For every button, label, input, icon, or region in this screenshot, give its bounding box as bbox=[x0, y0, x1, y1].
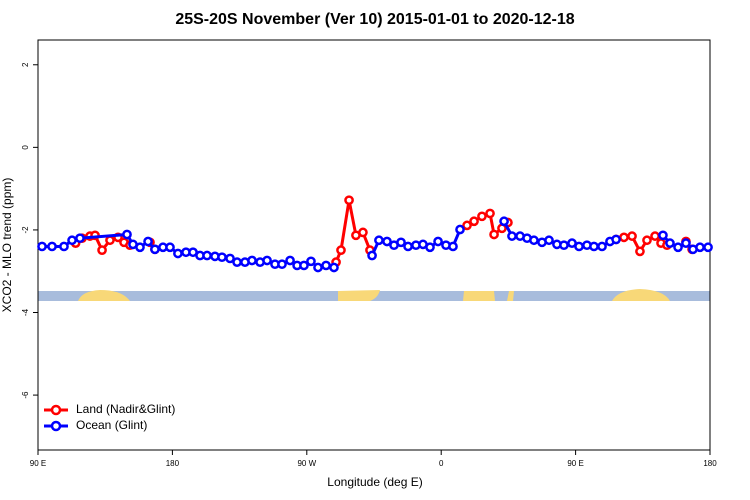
point bbox=[499, 216, 509, 227]
point bbox=[673, 242, 683, 253]
series-line bbox=[74, 199, 694, 263]
y-tick-label: 0 bbox=[21, 145, 30, 150]
x-tick-label: 90 W bbox=[297, 459, 316, 468]
point bbox=[627, 231, 637, 241]
point bbox=[299, 260, 309, 271]
legend-label: Land (Nadir&Glint) bbox=[76, 402, 175, 416]
point bbox=[650, 231, 660, 241]
point bbox=[448, 241, 458, 252]
point bbox=[329, 262, 339, 273]
point bbox=[635, 246, 645, 257]
point bbox=[336, 245, 346, 256]
point bbox=[321, 260, 331, 271]
x-tick-label: 180 bbox=[166, 459, 180, 468]
point bbox=[202, 250, 212, 261]
point bbox=[135, 242, 145, 253]
x-tick-label: 90 E bbox=[30, 459, 46, 468]
y-tick-label: -4 bbox=[21, 308, 30, 316]
point bbox=[489, 229, 499, 240]
point bbox=[403, 241, 413, 252]
point bbox=[37, 241, 47, 252]
land-shape bbox=[78, 290, 130, 301]
legend-marker bbox=[50, 404, 62, 416]
point bbox=[681, 238, 691, 248]
land-ocean-strip bbox=[38, 289, 710, 301]
legend-label: Ocean (Glint) bbox=[76, 418, 147, 432]
point bbox=[695, 242, 705, 253]
point bbox=[477, 211, 487, 222]
point bbox=[559, 240, 569, 251]
point bbox=[262, 255, 272, 266]
point bbox=[507, 231, 517, 241]
point bbox=[358, 227, 368, 238]
x-tick-label: 0 bbox=[439, 459, 444, 468]
y-axis-label: XCO2 - MLO trend (ppm) bbox=[0, 178, 14, 313]
point bbox=[122, 229, 132, 240]
point bbox=[277, 259, 287, 270]
point bbox=[150, 244, 160, 255]
point bbox=[485, 208, 495, 219]
y-tick-label: 2 bbox=[21, 62, 30, 67]
land-shape bbox=[612, 289, 670, 301]
point bbox=[97, 245, 107, 256]
point bbox=[665, 238, 675, 248]
point bbox=[67, 235, 77, 246]
land-shape bbox=[338, 290, 380, 301]
legend-marker bbox=[50, 420, 62, 432]
point bbox=[455, 224, 465, 235]
point bbox=[396, 237, 406, 248]
point bbox=[217, 252, 227, 263]
point bbox=[225, 253, 235, 264]
point bbox=[469, 216, 479, 227]
point bbox=[658, 230, 668, 241]
point bbox=[382, 236, 392, 247]
point bbox=[529, 235, 539, 246]
point bbox=[105, 235, 115, 246]
point bbox=[589, 241, 599, 252]
point bbox=[173, 248, 183, 259]
point bbox=[374, 235, 384, 246]
x-tick-label: 90 E bbox=[567, 459, 583, 468]
point bbox=[462, 220, 472, 231]
point bbox=[306, 256, 316, 267]
point bbox=[59, 241, 69, 252]
point bbox=[703, 242, 713, 253]
point bbox=[597, 241, 607, 252]
point bbox=[143, 236, 153, 247]
point bbox=[367, 250, 377, 261]
point bbox=[165, 242, 175, 253]
y-tick-label: -2 bbox=[21, 226, 30, 234]
y-tick-label: -6 bbox=[21, 391, 30, 399]
point bbox=[75, 233, 85, 244]
point bbox=[574, 241, 584, 252]
land-shape bbox=[463, 291, 495, 301]
point bbox=[285, 255, 295, 266]
point bbox=[232, 257, 242, 267]
point bbox=[544, 235, 554, 246]
point bbox=[433, 236, 443, 247]
x-tick-label: 180 bbox=[703, 459, 717, 468]
point bbox=[344, 195, 354, 206]
point bbox=[247, 255, 257, 266]
point bbox=[313, 262, 323, 273]
point bbox=[611, 234, 621, 245]
point bbox=[47, 241, 57, 252]
point bbox=[642, 235, 652, 246]
x-axis-label: Longitude (deg E) bbox=[327, 475, 422, 489]
land-shape bbox=[507, 291, 514, 301]
point bbox=[425, 242, 435, 253]
chart-title: 25S-20S November (Ver 10) 2015-01-01 to … bbox=[175, 11, 574, 28]
point bbox=[619, 232, 629, 243]
